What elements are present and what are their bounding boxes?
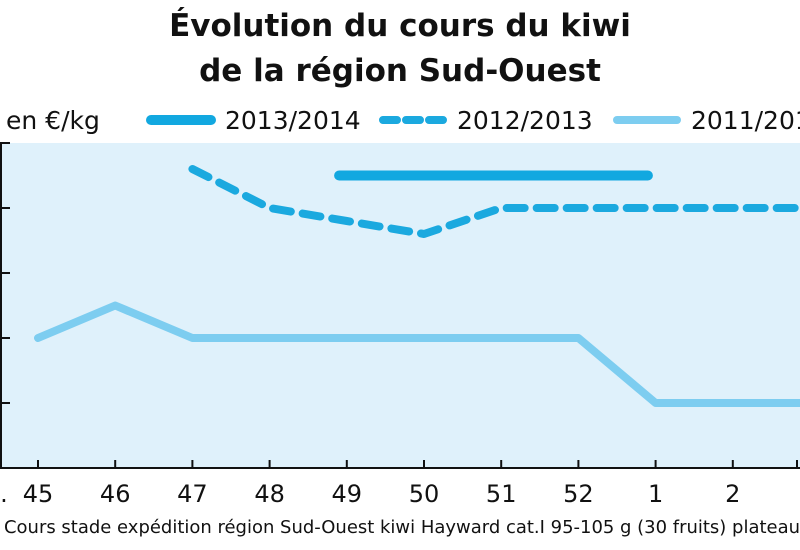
series-layer	[34, 165, 800, 407]
x-tick-label: 52	[563, 480, 594, 508]
x-tick-label: 45	[23, 480, 54, 508]
legend-label: 2013/2014	[225, 106, 361, 135]
legend-label: 2011/2012	[691, 106, 800, 135]
plot-background	[0, 143, 800, 468]
x-tick-label: 2	[725, 480, 740, 508]
y-axis-unit-label: en €/kg	[6, 106, 100, 135]
source-footnote: Cours stade expédition région Sud-Ouest …	[4, 517, 800, 538]
x-tick-label: 1	[648, 480, 663, 508]
x-axis-ticks: 45 46 47 48 49 50 51 52 1 2	[23, 460, 798, 508]
x-tick-label: 48	[254, 480, 285, 508]
left-edge-label: .	[0, 480, 8, 508]
legend: 2013/2014 2012/2013 2011/2012	[146, 106, 800, 135]
chart-subtitle: de la région Sud-Ouest	[199, 53, 601, 89]
series-line	[34, 301, 800, 407]
x-tick-label: 49	[332, 480, 363, 508]
series-line	[188, 165, 800, 238]
legend-label: 2012/2013	[457, 106, 593, 135]
x-tick-label: 46	[100, 480, 131, 508]
chart-title: Évolution du cours du kiwi	[169, 8, 631, 44]
x-tick-label: 47	[177, 480, 208, 508]
x-tick-label: 51	[486, 480, 517, 508]
x-tick-label: 50	[409, 480, 440, 508]
